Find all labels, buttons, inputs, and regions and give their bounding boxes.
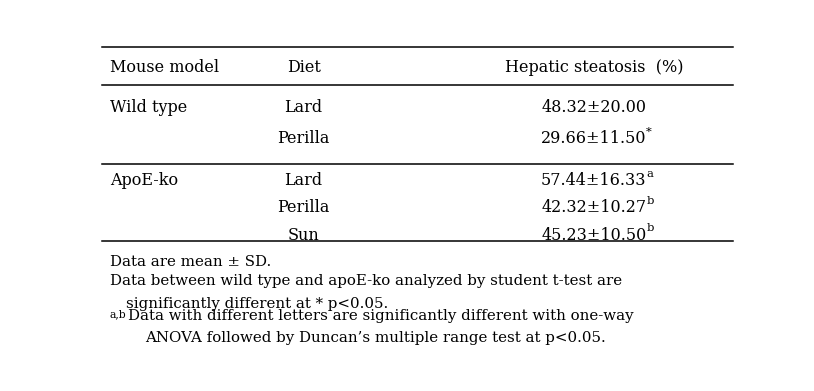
- Text: Mouse model: Mouse model: [110, 59, 219, 77]
- Text: Sun: Sun: [287, 227, 320, 244]
- Text: a: a: [646, 169, 653, 179]
- Text: 45.23±10.50: 45.23±10.50: [541, 227, 646, 244]
- Text: Data between wild type and apoE-ko analyzed by student t-test are: Data between wild type and apoE-ko analy…: [110, 274, 622, 288]
- Text: 48.32±20.00: 48.32±20.00: [541, 99, 646, 116]
- Text: *: *: [646, 127, 652, 137]
- Text: 42.32±10.27: 42.32±10.27: [541, 199, 646, 217]
- Text: significantly different at * p<0.05.: significantly different at * p<0.05.: [125, 297, 388, 311]
- Text: 29.66±11.50: 29.66±11.50: [541, 130, 646, 147]
- Text: Lard: Lard: [285, 172, 322, 189]
- Text: ANOVA followed by Duncan’s multiple range test at p<0.05.: ANOVA followed by Duncan’s multiple rang…: [145, 332, 606, 345]
- Text: Diet: Diet: [287, 59, 321, 77]
- Text: Hepatic steatosis  (%): Hepatic steatosis (%): [505, 59, 683, 77]
- Text: a,b: a,b: [110, 309, 126, 319]
- Text: Data are mean ± SD.: Data are mean ± SD.: [110, 255, 271, 269]
- Text: ApoE-ko: ApoE-ko: [110, 172, 178, 189]
- Text: Perilla: Perilla: [278, 130, 330, 147]
- Text: b: b: [646, 224, 654, 233]
- Text: b: b: [646, 196, 654, 206]
- Text: Data with different letters are significantly different with one-way: Data with different letters are signific…: [128, 309, 633, 323]
- Text: Wild type: Wild type: [110, 99, 187, 116]
- Text: Lard: Lard: [285, 99, 322, 116]
- Text: Perilla: Perilla: [278, 199, 330, 217]
- Text: 57.44±16.33: 57.44±16.33: [541, 172, 646, 189]
